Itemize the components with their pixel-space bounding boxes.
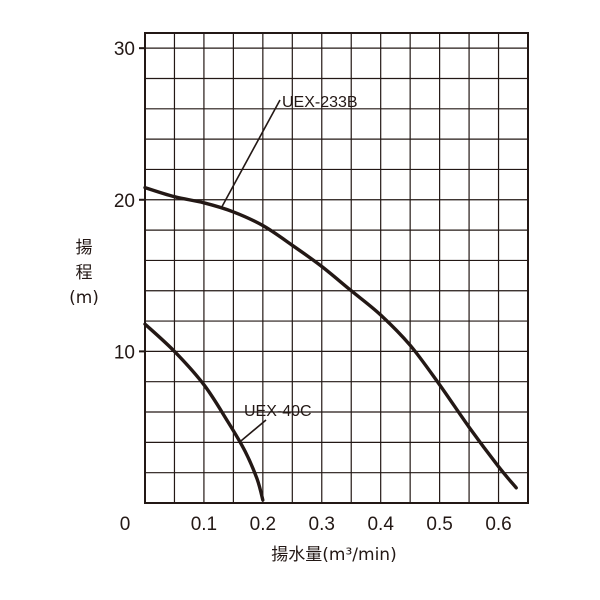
series-label-uex-233b: UEX-233B [282, 94, 358, 111]
series-line-uex-233b [143, 185, 518, 490]
leader-line-uex-233b [220, 99, 281, 208]
leader-lines [220, 99, 281, 442]
grid [145, 33, 528, 503]
x-tick-label-0: 0 [120, 514, 131, 535]
tick-labels: 0 0.1 0.2 0.3 0.4 0.5 0.6 10 20 30 [114, 39, 512, 535]
x-tick-label-1: 0.1 [191, 514, 217, 535]
x-tick-label-4: 0.4 [367, 514, 394, 535]
x-tick-label-2: 0.2 [250, 514, 276, 535]
series-label-uex-40c: UEX-40C [244, 403, 312, 420]
series-line-uex-40c [143, 322, 265, 502]
y-tick-label-2: 30 [114, 39, 135, 60]
x-tick-label-6: 0.6 [485, 514, 511, 535]
x-tick-label-5: 0.5 [426, 514, 452, 535]
y-tick-label-0: 10 [114, 342, 135, 363]
leader-line-uex-40c [240, 419, 267, 442]
y-tick-label-1: 20 [114, 191, 135, 212]
y-axis-title-line-3: (m) [69, 288, 99, 308]
x-tick-label-3: 0.3 [309, 514, 335, 535]
series-group [143, 185, 518, 502]
y-axis-title-line-2: 程 [76, 263, 93, 283]
plot-border [144, 32, 529, 504]
y-axis-title-line-1: 揚 [76, 238, 93, 258]
x-axis-title: 揚水量(m³/min) [271, 545, 396, 565]
plot-frame [139, 32, 529, 504]
